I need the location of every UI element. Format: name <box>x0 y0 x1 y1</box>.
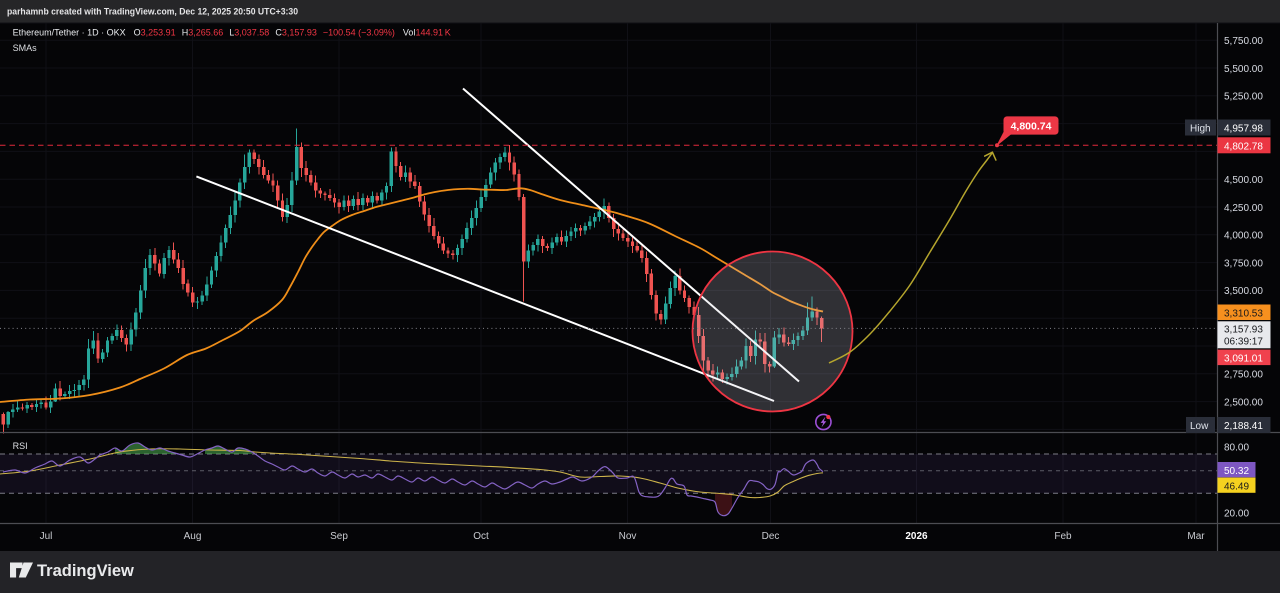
svg-text:TradingView: TradingView <box>37 562 134 580</box>
svg-text:Nov: Nov <box>619 531 637 542</box>
svg-text:2,750.00: 2,750.00 <box>1224 370 1263 381</box>
svg-text:46.49: 46.49 <box>1224 481 1249 492</box>
svg-text:3,500.00: 3,500.00 <box>1224 286 1263 297</box>
svg-text:3,091.01: 3,091.01 <box>1224 354 1263 365</box>
svg-text:4,800.74: 4,800.74 <box>1011 121 1052 133</box>
svg-text:Sep: Sep <box>330 531 348 542</box>
svg-text:5,250.00: 5,250.00 <box>1224 92 1263 103</box>
svg-text:Dec: Dec <box>762 531 780 542</box>
svg-text:50.32: 50.32 <box>1224 466 1249 477</box>
svg-text:Low: Low <box>1190 421 1209 432</box>
svg-text:Oct: Oct <box>473 531 489 542</box>
svg-text:2,188.41: 2,188.41 <box>1224 421 1263 432</box>
svg-text:parhamnb created with TradingV: parhamnb created with TradingView.com, D… <box>7 7 298 18</box>
svg-text:Mar: Mar <box>1187 531 1205 542</box>
svg-text:SMAs: SMAs <box>13 43 38 53</box>
svg-text:06:39:17: 06:39:17 <box>1224 337 1263 348</box>
svg-text:80.00: 80.00 <box>1224 443 1249 454</box>
svg-text:Jul: Jul <box>40 531 53 542</box>
svg-text:5,750.00: 5,750.00 <box>1224 36 1263 47</box>
svg-text:4,802.78: 4,802.78 <box>1224 141 1263 152</box>
svg-text:4,000.00: 4,000.00 <box>1224 231 1263 242</box>
svg-text:4,957.98: 4,957.98 <box>1224 124 1263 135</box>
svg-text:2,500.00: 2,500.00 <box>1224 397 1263 408</box>
svg-text:4,500.00: 4,500.00 <box>1224 175 1263 186</box>
svg-text:High: High <box>1190 124 1211 135</box>
svg-text:4,250.00: 4,250.00 <box>1224 203 1263 214</box>
svg-text:Aug: Aug <box>184 531 202 542</box>
svg-text:Feb: Feb <box>1054 531 1072 542</box>
svg-text:5,500.00: 5,500.00 <box>1224 64 1263 75</box>
svg-text:2026: 2026 <box>905 531 928 542</box>
svg-text:3,310.53: 3,310.53 <box>1224 309 1263 320</box>
svg-text:3,750.00: 3,750.00 <box>1224 258 1263 269</box>
svg-text:3,157.93: 3,157.93 <box>1224 325 1263 336</box>
svg-text:20.00: 20.00 <box>1224 508 1249 519</box>
svg-text:RSI: RSI <box>13 441 28 451</box>
